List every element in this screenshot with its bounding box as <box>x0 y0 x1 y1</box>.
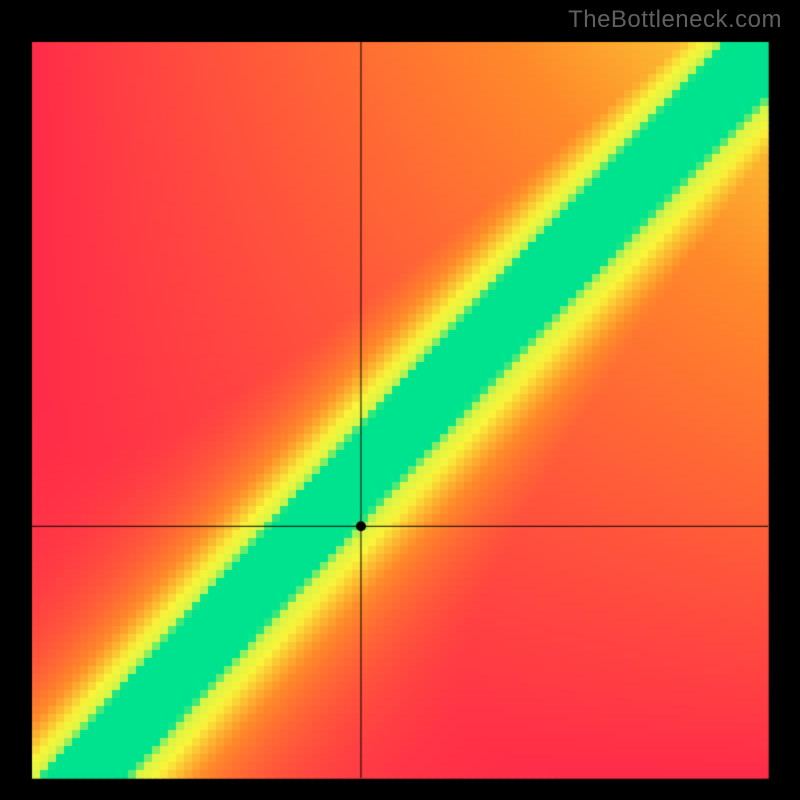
watermark-text: TheBottleneck.com <box>568 6 782 34</box>
bottleneck-heatmap <box>0 0 800 800</box>
chart-container: TheBottleneck.com <box>0 0 800 800</box>
